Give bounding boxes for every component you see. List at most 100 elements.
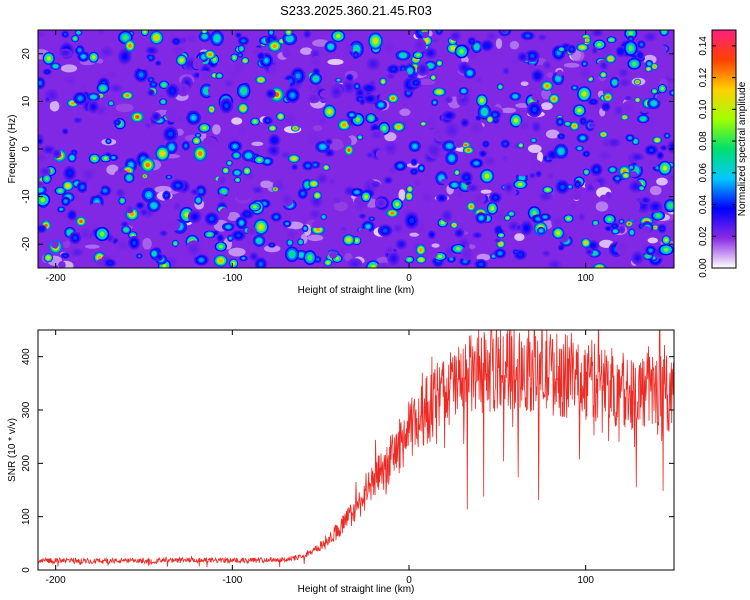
heatmap-blob <box>520 31 535 41</box>
heatmap-blob <box>86 178 102 196</box>
colorbar-tick-label: 0.04 <box>698 194 709 214</box>
heatmap-blob <box>311 55 322 68</box>
heatmap-blob <box>173 201 182 211</box>
heatmap-blob <box>276 112 286 121</box>
heatmap-blob <box>502 67 510 75</box>
heatmap-blob <box>387 250 400 267</box>
heatmap-blob <box>42 68 52 76</box>
heatmap-blob <box>453 169 461 176</box>
heatmap-blob <box>579 116 588 126</box>
heatmap-blob <box>618 68 629 78</box>
heatmap-blob <box>547 259 563 268</box>
heatmap-blob <box>658 244 674 256</box>
heatmap-blob <box>440 178 449 185</box>
heatmap-blob <box>485 32 497 41</box>
heatmap-blob <box>661 235 671 245</box>
heatmap-blob <box>573 104 586 117</box>
heatmap-low-patch <box>333 201 348 212</box>
heatmap-blob <box>94 226 110 242</box>
heatmap-blob <box>342 192 351 201</box>
heatmap-blob <box>316 249 329 258</box>
heatmap-blob <box>466 201 476 212</box>
heatmap-blob <box>339 225 348 232</box>
heatmap-blob <box>576 133 589 143</box>
heatmap-blob <box>336 98 346 109</box>
heatmap-low-patch <box>399 108 411 117</box>
heatmap-blob <box>117 48 132 65</box>
heatmap-blob <box>356 134 364 141</box>
heatmap-blob <box>493 212 508 222</box>
heatmap-blob <box>193 145 208 162</box>
heatmap-blob <box>41 173 52 184</box>
heatmap-blob <box>656 151 665 160</box>
heatmap-low-patch <box>115 103 134 113</box>
heatmap-blob <box>486 115 494 124</box>
heatmap-blob <box>265 88 277 99</box>
heatmap-blob <box>540 80 554 92</box>
heatmap-blob <box>128 80 139 91</box>
heatmap-blob <box>254 257 268 268</box>
heatmap-blob <box>654 44 667 57</box>
heatmap-blob <box>557 244 565 251</box>
colorbar-tick-label: 0.06 <box>698 163 709 183</box>
heatmap-blob <box>419 121 427 127</box>
heatmap-blob <box>125 205 134 214</box>
heatmap-blob <box>44 96 51 103</box>
heatmap-blob <box>117 166 125 174</box>
heatmap-low-patch <box>500 107 517 114</box>
heatmap-blob <box>556 69 564 77</box>
heatmap-blob <box>626 35 635 43</box>
heatmap-blob <box>404 211 419 230</box>
heatmap-blob <box>606 137 621 148</box>
heatmap-blob <box>180 161 188 167</box>
heatmap-blob <box>582 168 590 176</box>
heatmap-blob <box>324 138 333 146</box>
heatmap-blob <box>663 132 671 139</box>
heatmap-blob <box>621 100 634 114</box>
heatmap-low-patch <box>541 88 551 100</box>
heatmap-blob <box>255 75 267 85</box>
heatmap-blob <box>474 75 484 84</box>
heatmap-low-patch <box>656 177 668 186</box>
heatmap-blob <box>219 207 230 219</box>
heatmap-blob <box>483 155 497 167</box>
heatmap-blob <box>431 98 439 107</box>
heatmap-blob <box>637 40 646 49</box>
heatmap-blob <box>496 239 506 249</box>
heatmap-blob <box>415 244 427 256</box>
snr-x-tick-label: -100 <box>222 575 242 586</box>
heatmap-blob <box>386 73 396 80</box>
heatmap-blob <box>139 207 150 217</box>
heatmap-blob <box>599 61 609 71</box>
heatmap-blob <box>38 180 45 188</box>
heatmap-blob <box>660 144 668 151</box>
heatmap-blob <box>527 101 543 118</box>
heatmap-blob <box>383 176 394 185</box>
heatmap-blob <box>450 221 459 229</box>
heatmap-blob <box>444 96 453 104</box>
heatmap-blob <box>441 140 458 152</box>
heatmap-blob <box>656 92 669 102</box>
heatmap-blob <box>591 181 601 188</box>
heatmap-blob <box>281 193 294 207</box>
heatmap-blob <box>223 78 235 89</box>
heatmap-blob <box>570 84 579 91</box>
heatmap-blob <box>618 78 632 88</box>
heatmap-blob <box>352 51 360 60</box>
heatmap-blob <box>43 253 54 263</box>
heatmap-blob <box>647 159 659 167</box>
heatmap-blob <box>217 175 227 186</box>
heatmap-low-patch <box>398 189 406 201</box>
heatmap-blob <box>512 249 519 255</box>
heatmap-blob <box>149 248 159 259</box>
heatmap-blob <box>159 98 168 106</box>
heatmap-blob <box>585 248 594 256</box>
heatmap-blob <box>377 224 393 237</box>
heatmap-blob <box>531 259 541 267</box>
heatmap-blob <box>634 97 641 103</box>
heatmap-blob <box>328 177 336 186</box>
colorbar-tick-label: 0.08 <box>698 131 709 151</box>
heatmap-blob <box>90 202 103 213</box>
heatmap-x-tick-label: 0 <box>406 273 412 284</box>
heatmap-blob <box>563 214 574 223</box>
